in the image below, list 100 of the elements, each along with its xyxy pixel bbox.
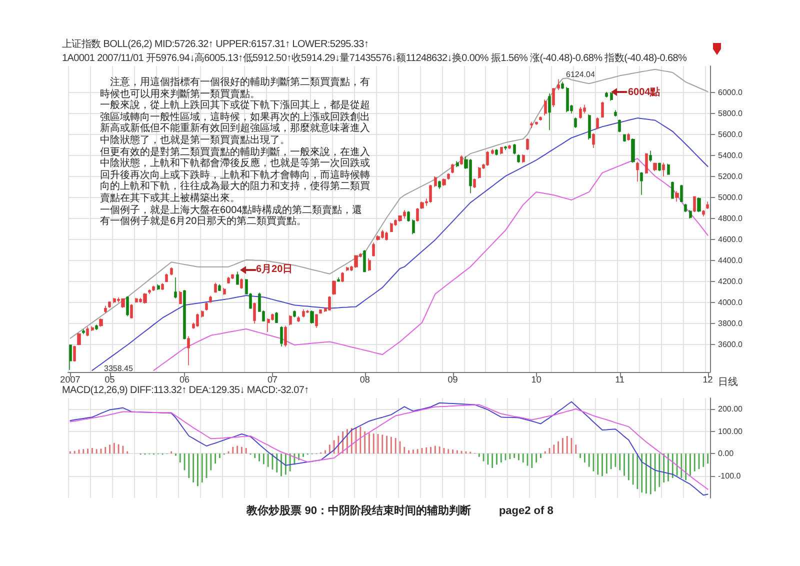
y-tick-label: 200.00 [718,404,744,414]
annotation: 3358.45 [104,364,133,373]
candlestick [508,144,511,150]
y-tick-label: 0.00 [718,449,734,458]
candlestick [544,99,547,116]
candlestick [174,276,177,299]
candlestick [491,148,494,155]
candlestick [82,329,85,335]
y-tick-label: 4000.0 [718,298,744,308]
candlestick [631,138,635,164]
y-tick-label: -100.0 [718,471,742,480]
line-series [70,68,708,339]
candlestick [561,81,564,90]
candlestick [302,309,305,318]
candlestick [170,266,173,276]
x-tick-label: 10 [531,374,542,384]
annotation: 6月20日 [256,263,293,276]
candlestick [588,114,591,140]
annotation: 6124.04 [566,70,595,79]
candlestick [253,302,256,324]
candlestick [201,310,204,318]
candlestick [447,172,450,180]
candlestick [500,146,503,155]
x-tick-label: 11 [615,374,625,384]
annotation: 6004點 [628,86,660,99]
candlestick [689,210,692,219]
candlestick [157,284,160,290]
candlestick [223,287,226,296]
candlestick [653,162,657,172]
candlestick [315,314,318,328]
candlestick [152,285,155,292]
candlestick [420,201,424,210]
candlestick [478,166,481,179]
candlestick [95,324,98,330]
candlestick [566,86,569,113]
candlestick [121,298,125,308]
text: 1A0001 2007/11/01 开5976.94↓高6005.13↑低5912.50↑收5914.29↓量71435576↓额11248632↓换0.00% 振1.56% 涨(-40.48)-0.68% 指数(-40.48)-0.68% [62,52,687,65]
candlestick [372,242,375,257]
y-tick-label: 3600.0 [718,340,744,350]
candlestick [267,318,270,332]
candlestick [495,148,498,156]
y-tick-label: 5600.0 [718,130,744,139]
candlestick [280,326,283,347]
candlestick [332,280,336,296]
candlestick [77,332,81,346]
x-tick-label: 09 [448,374,458,384]
candlestick [196,313,199,328]
candlestick [275,312,278,323]
x-tick-label: 2007 [60,374,80,384]
candlestick [675,190,679,202]
candlestick [227,276,230,284]
candlestick [209,295,212,303]
y-tick-label: 5200.0 [718,172,744,181]
candlestick [407,210,410,222]
candlestick [706,201,709,210]
candlestick [627,132,630,142]
annotation: 但更有效的是對第二類買賣點的輔助判斷，一般來說，在進入中陰狀態，上軌和下軌都會滯後反應，也就是等第一次回跌或回升後再次向上或下跌時，上軌和下軌才會轉向，而這時候轉向的上軌和下軌，往往成為最大的阻力和支持，使得第二類買賣點在其下或其上被構築出來。 [100,146,371,204]
candlestick [346,266,349,272]
candlestick [671,181,674,199]
x-tick-label: 08 [360,374,370,384]
y-tick-label: 4600.0 [718,235,744,244]
candlestick [596,117,599,130]
candlestick [539,116,542,122]
candlestick [658,162,661,172]
candlestick [517,154,520,164]
candlestick [99,318,103,328]
candlestick [535,121,538,126]
candlestick [231,274,234,280]
candlestick [284,325,287,348]
candlestick [86,326,89,337]
candlestick [592,132,595,148]
candlestick [385,231,388,241]
candlestick [412,219,415,235]
candlestick [205,302,208,311]
annotation: 注意，用這個指標有一個很好的輔助判斷第二類買賣點，有時候也可以用來判斷第一類買賣點。 [100,77,371,100]
candlestick [610,92,613,102]
candlestick [108,301,111,308]
candlestick [442,178,446,186]
candlestick [702,210,705,217]
candlestick [574,117,577,128]
candlestick [601,101,604,118]
candlestick [135,297,138,303]
x-tick-label: 07 [267,374,278,384]
candlestick [310,310,314,324]
candlestick [623,134,626,142]
candlestick [473,178,476,188]
candlestick [143,292,147,304]
candlestick [640,172,643,196]
candlestick [693,196,696,213]
candlestick [438,180,441,190]
candlestick [451,163,454,174]
candlestick [645,152,648,174]
text: MACD(12,26,9) DIFF:113.32↑ DEA:129.35↓ MACD:-32.07↑ [62,385,309,396]
candlestick [165,273,168,282]
y-tick-label: 3800.0 [718,319,744,328]
candlestick [104,305,107,314]
candlestick [240,278,243,290]
candlestick [618,119,621,133]
candlestick [363,250,366,273]
x-tick-label: 05 [104,374,115,384]
